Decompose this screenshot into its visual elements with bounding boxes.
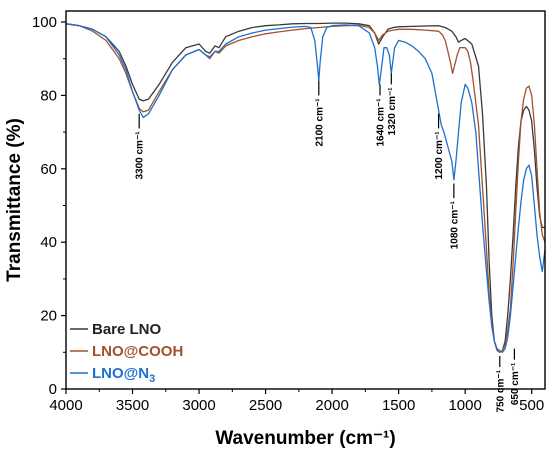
annotation-label: 750 cm⁻¹ — [495, 369, 506, 412]
y-tick-label: 0 — [49, 381, 57, 398]
y-axis: 0 20 40 60 80 100 — [32, 14, 66, 398]
y-tick-label: 100 — [32, 14, 57, 31]
x-tick-label: 500 — [519, 397, 544, 414]
annotation-label: 2100 cm⁻¹ — [314, 98, 325, 147]
annotation-label: 1080 cm⁻¹ — [449, 201, 460, 250]
x-tick-label: 2500 — [249, 397, 282, 414]
x-tick-label: 2000 — [315, 397, 348, 414]
annotation-label: 1640 cm⁻¹ — [376, 98, 387, 147]
y-tick-label: 80 — [40, 87, 57, 104]
series-line-2 — [65, 23, 546, 353]
x-tick-label: 4000 — [49, 397, 82, 414]
y-tick-label: 40 — [40, 234, 57, 251]
legend: Bare LNO LNO@COOH LNO@N3 — [68, 316, 220, 385]
legend-label: LNO@N3 — [92, 365, 155, 385]
y-tick-label: 20 — [40, 308, 57, 325]
annotation-label: 650 cm⁻¹ — [510, 362, 521, 405]
x-axis: 4000 3500 3000 2500 2000 1500 1000 500 — [49, 389, 544, 414]
legend-label: Bare LNO — [92, 321, 162, 338]
x-tick-label: 1000 — [448, 397, 481, 414]
series-line-1 — [65, 23, 546, 353]
annotation-label: 1320 cm⁻¹ — [387, 87, 398, 136]
y-axis-title: Transmittance (%) — [4, 118, 25, 282]
series-line-0 — [65, 22, 545, 353]
series-layer — [65, 22, 546, 353]
annotation-layer: 3300 cm⁻¹ 2100 cm⁻¹ 1640 cm⁻¹ 1320 cm⁻¹ 1200… — [135, 73, 521, 413]
x-tick-label: 3000 — [182, 397, 215, 414]
x-tick-label: 3500 — [116, 397, 149, 414]
plot-frame — [65, 10, 546, 390]
y-tick-label: 60 — [40, 161, 57, 178]
x-tick-label: 1500 — [382, 397, 415, 414]
legend-box — [68, 316, 220, 384]
annotation-label: 1200 cm⁻¹ — [434, 131, 445, 180]
x-axis-title: Wavenumber (cm⁻¹) — [215, 428, 395, 449]
legend-label: LNO@COOH — [92, 343, 183, 360]
annotation-label: 3300 cm⁻¹ — [135, 131, 146, 180]
